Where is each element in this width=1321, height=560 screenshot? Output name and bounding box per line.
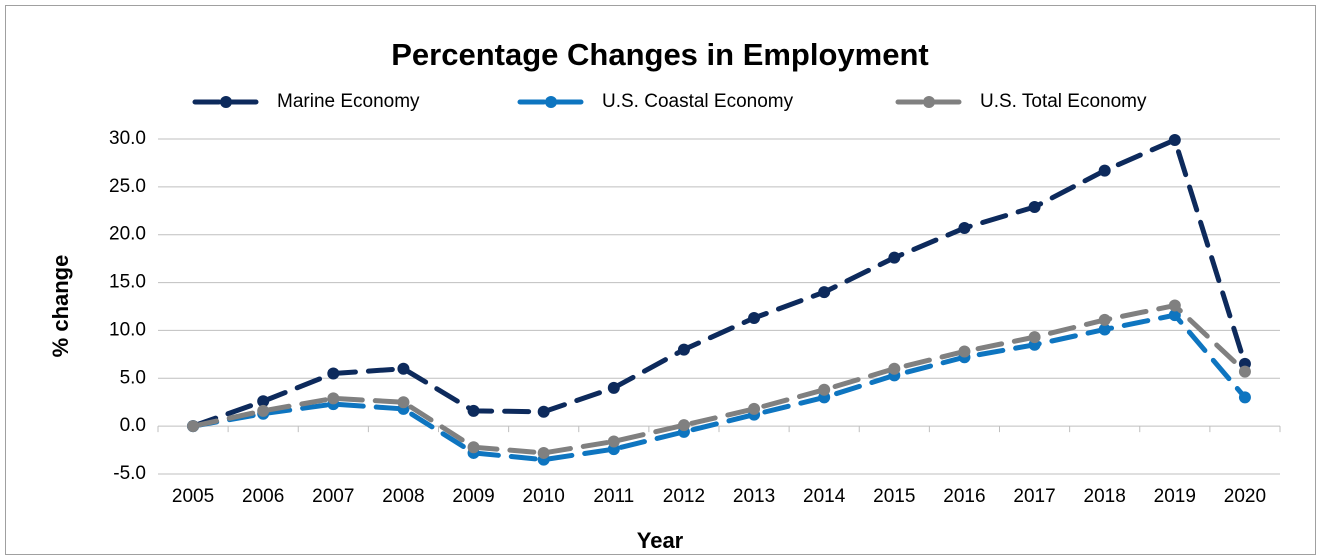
x-tick-label: 2018 [1084, 486, 1126, 507]
y-tick-label: 0.0 [120, 415, 146, 436]
y-axis-title: % change [48, 255, 73, 358]
point [958, 345, 971, 358]
point [187, 420, 200, 433]
chart-border [5, 5, 1316, 555]
y-tick-label: 30.0 [109, 128, 146, 149]
point [607, 381, 620, 394]
x-tick-label: 2008 [382, 486, 424, 507]
legend-label: U.S. Total Economy [980, 91, 1147, 112]
point [1238, 365, 1251, 378]
x-axis-title: Year [637, 528, 684, 553]
point [677, 419, 690, 432]
point [748, 402, 761, 415]
y-tick-label: 5.0 [120, 367, 146, 388]
point [1168, 309, 1181, 322]
x-tick-label: 2009 [452, 486, 494, 507]
point [607, 435, 620, 448]
x-tick-label: 2012 [663, 486, 705, 507]
x-tick-label: 2007 [312, 486, 354, 507]
point [537, 446, 550, 459]
point [537, 405, 550, 418]
x-tick-label: 2006 [242, 486, 284, 507]
point [1098, 323, 1111, 336]
legend-label: U.S. Coastal Economy [602, 91, 794, 112]
point [467, 441, 480, 454]
chart-title: Percentage Changes in Employment [391, 37, 928, 72]
point [397, 362, 410, 375]
point [888, 362, 901, 375]
series-line [190, 303, 1248, 456]
point [397, 396, 410, 409]
point [327, 392, 340, 405]
point [748, 311, 761, 324]
y-tick-label: 10.0 [109, 319, 146, 340]
legend-marker [545, 96, 557, 108]
x-tick-label: 2015 [873, 486, 915, 507]
point [1098, 313, 1111, 326]
x-tick-label: 2016 [943, 486, 985, 507]
x-tick-label: 2011 [593, 486, 634, 507]
x-tick-label: 2019 [1154, 486, 1196, 507]
point [1028, 331, 1041, 344]
point [818, 383, 831, 396]
point [257, 395, 270, 408]
point [888, 251, 901, 264]
point [1168, 133, 1181, 146]
point [1238, 391, 1251, 404]
x-tick-label: 2020 [1224, 486, 1266, 507]
legend-marker [923, 96, 935, 108]
point [257, 404, 270, 417]
legend-marker [220, 96, 232, 108]
y-tick-label: -5.0 [113, 463, 146, 484]
legend-label: Marine Economy [277, 91, 420, 112]
y-tick-label: 15.0 [109, 272, 146, 293]
x-tick-label: 2013 [733, 486, 775, 507]
y-tick-label: 20.0 [109, 224, 146, 245]
point [677, 343, 690, 356]
x-tick-label: 2005 [172, 486, 214, 507]
x-tick-label: 2010 [523, 486, 565, 507]
series-line [190, 312, 1248, 463]
series-line [190, 137, 1248, 429]
point [958, 222, 971, 235]
point [1028, 200, 1041, 213]
x-tick-label: 2014 [803, 486, 846, 507]
point [818, 286, 831, 299]
y-tick-label: 25.0 [109, 176, 146, 197]
point [327, 367, 340, 380]
point [1168, 299, 1181, 312]
point [467, 404, 480, 417]
point [1098, 164, 1111, 177]
x-tick-label: 2017 [1013, 486, 1055, 507]
